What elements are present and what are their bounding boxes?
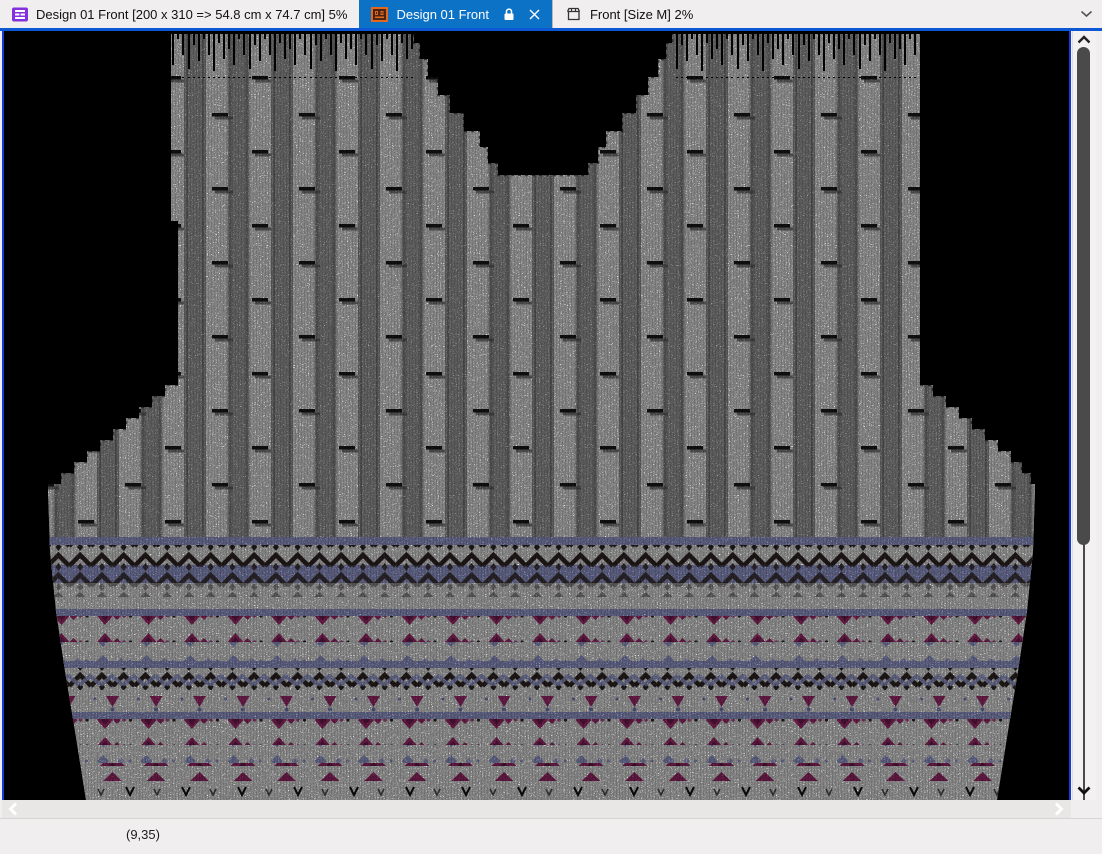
active-tab-underline: [0, 28, 1102, 31]
scroll-up-icon[interactable]: [1075, 32, 1093, 46]
scroll-left-icon[interactable]: [5, 802, 21, 816]
tab-label: Design 01 Front: [396, 6, 489, 22]
tab-label: Front [Size M] 2%: [589, 6, 694, 22]
garment-piece-icon: [565, 6, 582, 22]
scrollbar-corner: [1072, 800, 1095, 818]
vertical-scrollbar[interactable]: [1072, 31, 1096, 815]
close-tab-icon[interactable]: [529, 9, 540, 20]
tab-design-fabric[interactable]: Design 01 Front: [359, 0, 552, 28]
tab-front-shape[interactable]: Front [Size M] 2%: [551, 0, 705, 28]
knit-preview-canvas[interactable]: [2, 31, 1071, 800]
scroll-right-icon[interactable]: [1051, 802, 1067, 816]
pattern-grid-icon: [12, 7, 28, 22]
tab-overflow-chevron[interactable]: [1076, 4, 1096, 24]
scroll-down-icon[interactable]: [1075, 783, 1093, 797]
cursor-coordinates: (9,35): [126, 827, 160, 842]
tab-bar: Design 01 Front [200 x 310 => 54.8 cm x …: [0, 0, 1102, 28]
tab-design-grid[interactable]: Design 01 Front [200 x 310 => 54.8 cm x …: [0, 0, 359, 28]
garment-front-render: [4, 31, 1069, 800]
fabric-swatch-icon: [371, 6, 389, 22]
vertical-scroll-track-line: [1083, 543, 1085, 815]
lock-icon: [503, 7, 515, 21]
horizontal-scrollbar[interactable]: [2, 800, 1071, 818]
tab-label: Design 01 Front [200 x 310 => 54.8 cm x …: [36, 6, 348, 22]
vertical-scroll-thumb[interactable]: [1077, 47, 1090, 545]
status-bar: (9,35) Ω: [0, 818, 1102, 854]
garment-front-piece: [48, 34, 1035, 800]
